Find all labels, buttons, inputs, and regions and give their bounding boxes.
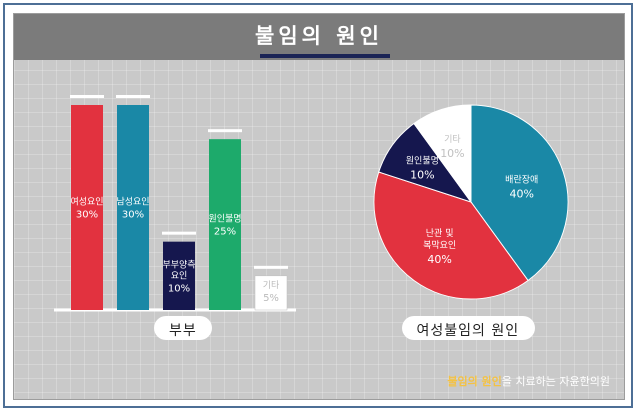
pie-value-label: 10% <box>440 147 464 160</box>
page-title: 불임의 원인 <box>255 24 383 48</box>
bar-caption-pill <box>154 316 212 340</box>
title-underline <box>260 54 390 58</box>
pie-slice-label: 배란장애 <box>505 174 538 186</box>
bar-chart-caption: 부부 <box>169 323 197 339</box>
pie-caption-pill <box>402 316 535 340</box>
bar-cap <box>70 95 104 98</box>
bar-1 <box>117 105 149 310</box>
bar-2 <box>163 241 195 310</box>
pie-value-label: 40% <box>510 188 534 201</box>
bar-0 <box>71 105 103 310</box>
bar-value-label: 30% <box>76 210 98 221</box>
pie-slice-1 <box>373 171 529 300</box>
pie-slice-0 <box>470 104 569 282</box>
title-banner <box>14 14 624 60</box>
bar-category-label: 남성요인 <box>116 197 149 208</box>
pie-slice-label: 난관 및 <box>426 227 454 239</box>
pie-chart-caption: 여성불임의 원인 <box>416 323 520 339</box>
bar-category-label: 여성요인 <box>70 196 103 208</box>
pie-slice-3 <box>413 104 472 204</box>
footer-highlight: 불임의 원인 <box>447 375 502 388</box>
bar-category-label: 기타 <box>263 280 280 291</box>
charts-svg: 여성요인30%남성요인30%부부양측요인10%원인불명25%기타5%배란장애40… <box>54 95 569 340</box>
bar-category-label: 부부양측 <box>162 259 195 270</box>
bar-cap <box>162 231 196 235</box>
pie-slice-label: 복막요인 <box>423 240 456 251</box>
bar-value-label: 10% <box>168 283 190 294</box>
pie-value-label: 10% <box>410 169 434 182</box>
bar-value-label: 25% <box>214 227 236 238</box>
bar-value-label: 30% <box>122 210 144 221</box>
outer-frame: 불임의 원인 여성요인 30% 남성요인 30% 부부양측 요인 10% 원인불명 25% 기타 5… <box>3 3 633 408</box>
chart-panel: 불임의 원인 여성요인 30% 남성요인 30% 부부양측 요인 10% 원인불명 25% 기타 5… <box>13 13 625 400</box>
bar-cap <box>208 129 242 133</box>
bar-4 <box>254 275 288 311</box>
bar-cap <box>254 265 288 269</box>
pie-value-label: 40% <box>427 253 451 266</box>
pie-slice-label: 원인불명 <box>406 156 439 167</box>
pie-slice-label: 기타 <box>444 134 461 145</box>
footer-credit: 불임의 원인을 치료하는 자윤한의원 <box>447 373 610 389</box>
bar-3 <box>209 139 241 310</box>
bar-value-label: 5% <box>263 293 279 304</box>
bar-cap <box>116 95 150 98</box>
footer-text: 을 치료하는 자윤한의원 <box>501 375 610 388</box>
bar-category-label: 요인 <box>171 270 188 281</box>
bar-category-label: 원인불명 <box>208 214 241 225</box>
